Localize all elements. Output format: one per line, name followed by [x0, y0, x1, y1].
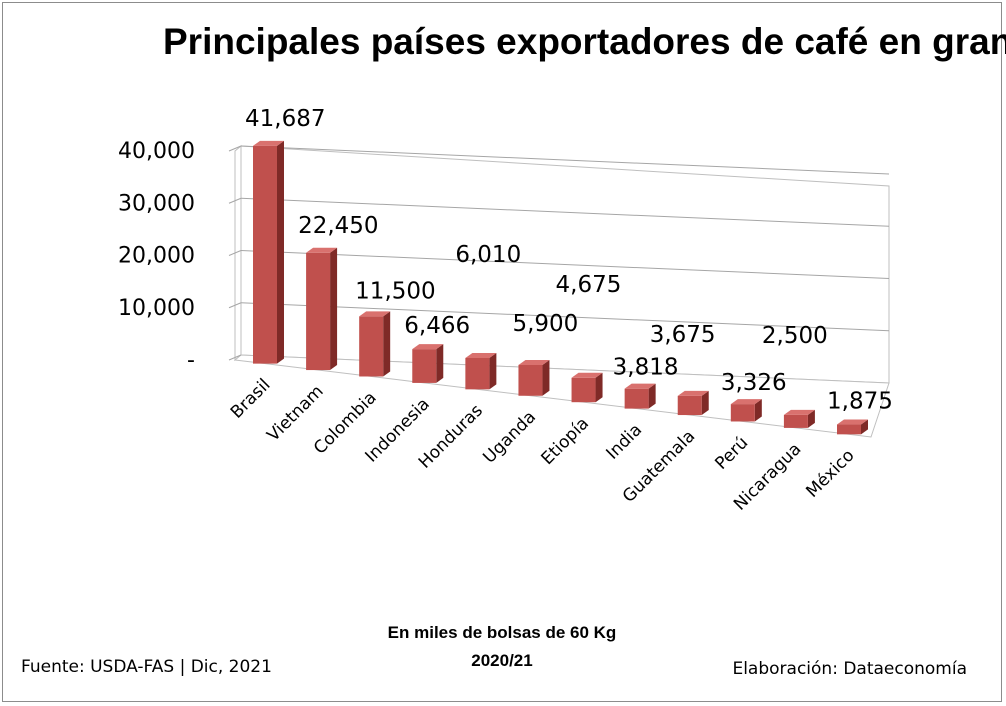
bar-front [253, 145, 277, 364]
category-label: México [802, 446, 858, 502]
bar-side [861, 419, 868, 435]
bar-perú [730, 399, 762, 422]
bar-méxico [837, 419, 868, 435]
bar-side [383, 311, 391, 377]
source-note: Fuente: USDA-FAS | Dic, 2021 [21, 657, 272, 677]
bar-top [412, 344, 444, 350]
data-label: 4,675 [556, 272, 622, 298]
bar-front [837, 424, 861, 435]
data-labels: 41,687 22,450 11,500 6,466 6,010 5,900 4,675 3,… [245, 106, 893, 415]
y-tick-mark [228, 354, 242, 361]
bar-etiopía [571, 372, 603, 403]
bar-front [465, 357, 490, 390]
data-label: 6,010 [455, 242, 521, 268]
bar-top [783, 409, 815, 415]
chart-plot: - 10,000 20,000 30,000 40,000 41,687 22,450 11,… [118, 106, 893, 515]
bar-top [253, 140, 284, 146]
unit-label: En miles de bolsas de 60 Kg [387, 623, 617, 642]
data-label: 1,875 [827, 389, 893, 415]
bar-side [648, 383, 656, 409]
category-label: India [603, 420, 647, 464]
bar-top [571, 372, 603, 378]
bar-top [359, 311, 391, 317]
bar-uganda [518, 359, 550, 396]
bar-honduras [465, 352, 497, 390]
data-label: 22,450 [298, 213, 378, 239]
bar-front [518, 364, 543, 396]
gridlines: - 10,000 20,000 30,000 40,000 [118, 139, 890, 373]
bar-front [412, 349, 437, 383]
bar-top [730, 399, 762, 405]
y-tick-label: 40,000 [118, 139, 195, 164]
bar-colombia [359, 311, 391, 377]
bar-front [677, 395, 702, 416]
bar-side [701, 390, 709, 416]
gridline [240, 250, 890, 279]
bar-front [730, 404, 755, 422]
bars [253, 140, 868, 435]
bar-top [465, 352, 497, 358]
data-label: 3,818 [613, 355, 679, 381]
bar-side [595, 372, 603, 403]
bar-front [359, 316, 384, 377]
gridline [240, 197, 890, 227]
y-tick-label: - [187, 348, 195, 373]
data-label: 5,900 [512, 311, 578, 337]
bar-side [807, 409, 815, 428]
data-label: 6,466 [404, 313, 470, 339]
y-tick-label: 20,000 [118, 244, 195, 269]
data-label: 3,675 [650, 322, 716, 348]
data-label: 3,326 [721, 370, 787, 396]
credit-note: Elaboración: Dataeconomía [732, 659, 967, 679]
bar-front [306, 252, 331, 371]
bar-top [306, 247, 338, 253]
y-tick-mark [228, 250, 242, 256]
bar-top [837, 419, 868, 425]
bar-side [277, 140, 284, 364]
bar-front [624, 388, 649, 409]
bar-guatemala [677, 390, 709, 416]
bar-nicaragua [783, 409, 815, 428]
bar-top [624, 383, 656, 389]
bar-india [624, 383, 656, 409]
y-tick-label: 10,000 [118, 296, 195, 321]
bar-brasil [253, 140, 284, 364]
category-label: Etiopía [538, 414, 593, 469]
bar-side [330, 247, 338, 371]
bar-side [542, 359, 550, 396]
bar-front [571, 377, 596, 403]
bar-front [783, 414, 808, 428]
floor [233, 354, 890, 438]
y-tick-mark [228, 145, 242, 152]
chart-title: Principales países exportadores de café … [163, 21, 1006, 62]
bar-vietnam [306, 247, 338, 371]
y-tick-mark [228, 302, 242, 309]
category-label: Uganda [479, 407, 540, 468]
data-label: 2,500 [762, 323, 828, 349]
category-label: Perú [711, 433, 752, 474]
period-label: 2020/21 [471, 651, 533, 670]
data-label: 11,500 [355, 278, 435, 304]
category-label: Brasil [227, 375, 275, 423]
gridline [240, 302, 890, 332]
bar-indonesia [412, 344, 444, 383]
bar-side [489, 352, 497, 390]
y-tick-mark [228, 197, 242, 204]
bar-side [436, 344, 444, 383]
y-tick-label: 30,000 [118, 191, 195, 216]
gridline [240, 145, 890, 175]
bar-top [677, 390, 709, 396]
bar-top [518, 359, 550, 365]
data-label: 41,687 [245, 106, 325, 132]
bar-side [754, 399, 762, 422]
